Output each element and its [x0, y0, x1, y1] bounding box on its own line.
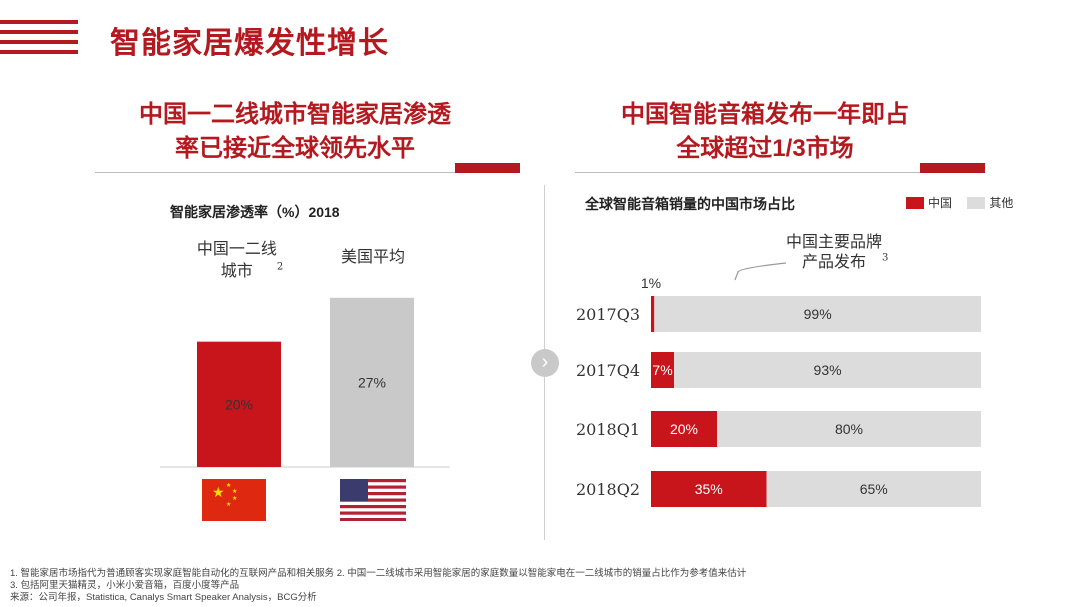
left-category-label-china: 中国一二线城市 2 — [185, 238, 295, 282]
svg-text:★: ★ — [232, 488, 237, 495]
right-bar-other — [674, 352, 981, 388]
chevron-right-icon[interactable]: › — [531, 349, 559, 377]
right-heading-line2: 全球超过1/3市场 — [676, 135, 854, 162]
footnote-1: 1. 智能家居市场指代为普通顾客实现家庭智能自动化的互联网产品和相关服务 2. … — [10, 568, 747, 579]
right-bar-value-label: 7% — [652, 362, 672, 378]
legend-item-other: 其他 — [967, 194, 1013, 211]
svg-text:★: ★ — [232, 495, 237, 502]
right-category-label: 2017Q3 — [576, 305, 640, 324]
legend-label-china: 中国 — [928, 196, 953, 210]
right-chart-title: 全球智能音箱销量的中国市场占比 — [585, 196, 795, 212]
right-bar-china — [651, 471, 767, 507]
annotation-text: 中国主要品牌产品发布 — [786, 232, 883, 271]
left-heading-line1: 中国一二线城市智能家居渗透 — [139, 101, 451, 128]
category-superscript: 2 — [276, 261, 284, 273]
right-chart-legend: 中国 其他 — [906, 194, 1025, 211]
left-heading-line2: 率已接近全球领先水平 — [175, 135, 415, 162]
right-bar-china — [651, 296, 655, 332]
legend-label-other: 其他 — [989, 196, 1014, 210]
svg-text:★: ★ — [226, 501, 231, 508]
svg-text:★: ★ — [226, 482, 231, 489]
right-bar-value-label: 1% — [641, 275, 661, 291]
china-flag: ★ ★ ★ ★ ★ — [202, 479, 266, 521]
page-title: 智能家居爆发性增长 — [110, 27, 389, 60]
brand-launch-annotation: 中国主要品牌产品发布 3 — [786, 232, 888, 272]
right-bar-china — [651, 411, 717, 447]
left-panel-heading: 中国一二线城市智能家居渗透 率已接近全球领先水平 — [100, 98, 490, 166]
legend-item-china: 中国 — [906, 194, 952, 211]
left-heading-accent — [455, 163, 520, 173]
left-bar-china — [197, 341, 281, 467]
left-bar-chart: ★ ★ ★ ★ ★ 20% 27% — [160, 297, 450, 521]
left-bar-value-label: 20% — [225, 396, 253, 412]
right-bar-value-label: 65% — [860, 481, 888, 497]
right-bar-value-label: 20% — [670, 421, 698, 437]
right-category-label: 2018Q2 — [576, 480, 640, 499]
right-heading-accent — [920, 163, 985, 173]
right-bar-value-label: 35% — [695, 481, 723, 497]
left-chart-title: 智能家居渗透率（%）2018 — [170, 204, 340, 220]
right-bar-other — [654, 296, 981, 332]
right-panel-heading: 中国智能音箱发布一年即占 全球超过1/3市场 — [575, 98, 955, 166]
title-stripes-decoration — [0, 20, 78, 60]
footnote-3: 来源：公司年报，Statistica, Canalys Smart Speake… — [10, 592, 317, 603]
right-heading-line1: 中国智能音箱发布一年即占 — [621, 101, 909, 128]
left-bar-value-label: 27% — [358, 374, 386, 390]
legend-swatch-other — [967, 197, 986, 209]
right-bar-value-label: 93% — [814, 362, 842, 378]
left-heading-rule — [95, 172, 515, 173]
right-bar-china — [651, 352, 675, 388]
right-category-label: 2018Q1 — [576, 420, 640, 439]
footnotes: 1. 智能家居市场指代为普通顾客实现家庭智能自动化的互联网产品和相关服务 2. … — [10, 568, 746, 604]
category-text: 中国一二线城市 — [196, 239, 277, 280]
right-bar-other — [766, 471, 981, 507]
right-category-label: 2017Q4 — [576, 361, 640, 380]
annotation-arrow — [734, 262, 787, 281]
right-bar-value-label: 99% — [804, 306, 832, 322]
left-category-label-usa: 美国平均 — [340, 247, 405, 266]
annotation-superscript: 3 — [882, 252, 889, 264]
left-bar-usa — [330, 297, 414, 467]
right-bar-value-label: 80% — [835, 421, 863, 437]
footnote-2: 3. 包括阿里天猫精灵，小米小爱音箱，百度小度等产品 — [10, 580, 240, 591]
right-bar-other — [717, 411, 981, 447]
right-heading-rule — [575, 172, 985, 173]
usa-flag — [340, 479, 406, 521]
svg-text:★: ★ — [212, 485, 225, 501]
legend-swatch-china — [906, 197, 924, 209]
